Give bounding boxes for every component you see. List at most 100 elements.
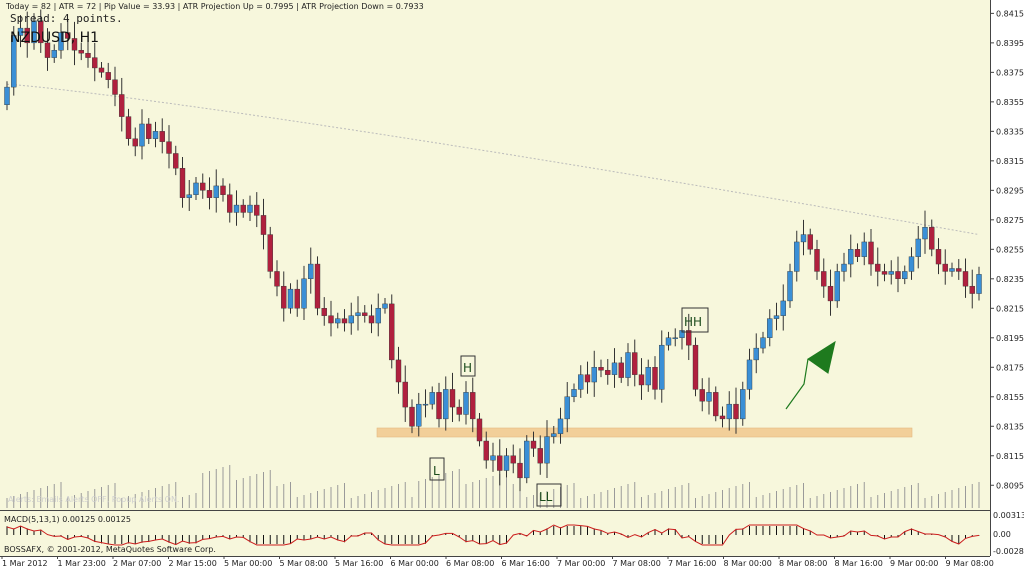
- candle: [929, 219, 935, 257]
- candle-body: [483, 440, 489, 461]
- candle: [672, 328, 678, 347]
- candle: [773, 302, 780, 331]
- candle: [908, 247, 915, 280]
- candle: [456, 399, 462, 422]
- candle: [544, 420, 550, 478]
- status-item: ATR = 72: [59, 2, 96, 11]
- candle: [652, 356, 658, 400]
- support-zone[interactable]: [376, 427, 913, 438]
- status-item: ATR Projection Up = 0.7995: [183, 2, 294, 11]
- candle: [625, 343, 631, 387]
- candle-body: [139, 123, 145, 147]
- candle: [335, 312, 341, 329]
- candle-body: [85, 52, 91, 58]
- candle-body: [584, 374, 591, 383]
- candle: [868, 228, 874, 276]
- candle-body: [395, 359, 402, 383]
- candle: [200, 173, 206, 199]
- time-tick-label: 9 Mar 00:00: [890, 559, 938, 568]
- candle-body: [557, 418, 564, 434]
- candle: [760, 331, 766, 354]
- candle: [483, 431, 489, 469]
- candle: [395, 346, 402, 394]
- candle: [767, 309, 773, 347]
- candle: [942, 249, 948, 285]
- candle: [517, 448, 523, 492]
- candle-body: [753, 347, 759, 361]
- candle-body: [389, 303, 395, 361]
- candle-body: [58, 32, 64, 51]
- candle-body: [71, 38, 78, 51]
- candle: [814, 239, 820, 280]
- candle: [935, 238, 942, 275]
- label-ll-box: [536, 483, 562, 507]
- candle: [159, 118, 165, 154]
- candle-body: [942, 263, 948, 272]
- candle: [11, 26, 17, 96]
- label-h[interactable]: H: [460, 355, 476, 377]
- candle-body: [463, 392, 469, 415]
- candle-body: [692, 344, 699, 390]
- candle-body: [686, 330, 692, 346]
- candle-body: [713, 392, 719, 417]
- label-l-text: L: [433, 464, 440, 478]
- candle: [915, 226, 921, 269]
- time-tick-label: 6 Mar 16:00: [502, 559, 550, 568]
- candle-body: [800, 234, 807, 243]
- candle: [301, 265, 307, 320]
- candle-body: [449, 389, 456, 408]
- candle-body: [193, 182, 199, 195]
- candle: [233, 190, 240, 226]
- candle: [827, 269, 834, 316]
- label-hh-text: HH: [684, 315, 702, 329]
- candle: [503, 448, 510, 478]
- candle: [375, 293, 381, 337]
- candle-body: [726, 403, 732, 420]
- candle-body: [530, 440, 537, 449]
- main-plot-area[interactable]: [0, 0, 990, 510]
- candle: [713, 386, 719, 422]
- candle: [632, 339, 638, 387]
- trend-arrow-line[interactable]: [785, 358, 809, 410]
- candle: [726, 391, 732, 431]
- candle: [436, 382, 442, 428]
- candle: [416, 392, 422, 437]
- macd-plot-area[interactable]: [0, 510, 990, 556]
- candle-body: [854, 249, 861, 257]
- time-tick-label: 7 Mar 08:00: [613, 559, 661, 568]
- time-tick-label: 5 Mar 16:00: [335, 559, 383, 568]
- candle: [260, 198, 267, 250]
- label-l[interactable]: L: [429, 457, 445, 481]
- candle-body: [915, 238, 921, 257]
- price-axis-panel: [990, 0, 1024, 568]
- candle: [193, 177, 199, 201]
- candle-body: [544, 436, 550, 464]
- copyright-text: BOSSAFX, © 2001-2012, MetaQuotes Softwar…: [4, 545, 216, 554]
- candle: [382, 297, 388, 314]
- candle-body: [611, 362, 618, 375]
- volume-bars: [6, 465, 980, 508]
- time-axis-labels: 1 Mar 2012 1 Mar 23:00 2 Mar 07:00 2 Mar 15…: [1, 556, 994, 568]
- candle-body: [179, 168, 186, 198]
- label-hh[interactable]: HH: [681, 307, 709, 333]
- trend-arrow-head[interactable]: [807, 340, 836, 374]
- candle-body: [166, 141, 172, 154]
- candle-body: [429, 392, 435, 405]
- candle: [449, 372, 456, 422]
- time-tick-label: 8 Mar 08:00: [779, 559, 827, 568]
- candle-body: [814, 249, 820, 272]
- candle-body: [706, 392, 712, 402]
- label-ll[interactable]: LL: [536, 483, 562, 507]
- candle-body: [125, 116, 132, 139]
- time-tick-label: 1 Mar 2012: [2, 559, 48, 568]
- candle-body: [888, 271, 894, 275]
- candle-body: [11, 35, 17, 88]
- candle: [557, 407, 564, 444]
- candle: [719, 406, 726, 428]
- price-tick-label: 0.8215: [996, 304, 1024, 313]
- candle: [24, 11, 30, 58]
- candle: [254, 192, 260, 228]
- candle-body: [186, 194, 192, 198]
